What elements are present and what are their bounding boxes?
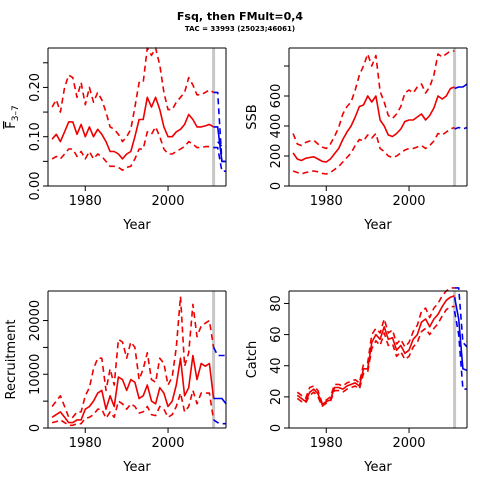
y-axis-title: Recruitment — [4, 320, 19, 400]
historical-series-dashed-1 — [292, 50, 455, 150]
projection-series-dashed-3 — [454, 287, 468, 348]
projection-series-dashed-3 — [212, 347, 226, 357]
x-tick-label: 1980 — [69, 194, 102, 209]
y-axis-title: SSB — [245, 104, 260, 129]
projection-series-solid-3 — [454, 83, 468, 90]
y-tick-label: 0.00 — [28, 172, 43, 201]
x-axis-title: Year — [122, 460, 151, 475]
historical-series-solid-0 — [51, 354, 215, 424]
y-tick-label: 0.10 — [28, 122, 43, 151]
x-tick-label: 1980 — [310, 436, 343, 451]
y-tick-label: 60 — [269, 326, 284, 343]
y-axis-title: F3–7 — [4, 105, 21, 128]
historical-series-solid-0 — [292, 86, 455, 163]
ssb-panel: 1980 2000 0 200 400 600 Year SSB — [245, 47, 468, 233]
main-title: Fsq, then FMult=0,4 — [177, 10, 304, 23]
projection-series-solid-4 — [453, 297, 468, 372]
historical-series-dashed-2 — [51, 389, 215, 427]
projection-series-dashed-5 — [453, 311, 467, 390]
historical-series-solid-0 — [296, 294, 455, 406]
x-axis-title: Year — [363, 218, 392, 233]
y-tick-label: 200 — [269, 144, 284, 169]
x-tick-label: 1980 — [69, 436, 102, 451]
y-tick-label: 10000 — [28, 354, 43, 395]
projection-series-dashed-6 — [217, 141, 226, 148]
x-tick-label: 2000 — [151, 436, 184, 451]
y-tick-label: 0 — [269, 424, 284, 432]
y-tick-label: 400 — [269, 114, 284, 139]
historical-series-dashed-1 — [51, 47, 215, 143]
x-axis-title: Year — [363, 460, 392, 475]
historical-series-solid-0 — [51, 96, 215, 160]
historical-series-dashed-1 — [51, 295, 215, 419]
y-tick-label: 0 — [28, 424, 43, 432]
x-tick-label: 2000 — [151, 194, 184, 209]
historical-series-dashed-2 — [296, 305, 455, 408]
x-tick-label: 2000 — [392, 436, 425, 451]
historical-series-dashed-1 — [296, 287, 455, 404]
tac-subtitle: TAC = 33993 (25023;46061) — [185, 25, 295, 33]
projection-series-solid-4 — [213, 397, 227, 405]
catch-panel: 1980 2000 0 20 40 60 80 Year Catch — [245, 287, 468, 475]
y-tick-label: 0.20 — [28, 73, 43, 102]
projection-series-dashed-5 — [213, 146, 226, 172]
y-axis-title: Catch — [245, 341, 260, 379]
projection-series-dashed-5 — [213, 419, 226, 425]
y-tick-label: 40 — [269, 357, 284, 374]
y-tick-label: 0 — [269, 182, 284, 190]
y-tick-label: 80 — [269, 295, 284, 312]
historical-series-dashed-2 — [292, 126, 455, 175]
y-tick-label: 20000 — [28, 300, 43, 341]
x-tick-label: 1980 — [310, 194, 343, 209]
y-tick-label: 600 — [269, 84, 284, 109]
projection-series-dashed-4 — [454, 126, 468, 130]
x-axis-title: Year — [122, 218, 151, 233]
f-bar-panel: 1980 2000 0.00 0.10 0.20 Year F3–7 — [4, 47, 227, 233]
historical-series-dashed-2 — [51, 126, 214, 171]
y-tick-label: 20 — [269, 389, 284, 406]
x-tick-label: 2000 — [392, 194, 425, 209]
